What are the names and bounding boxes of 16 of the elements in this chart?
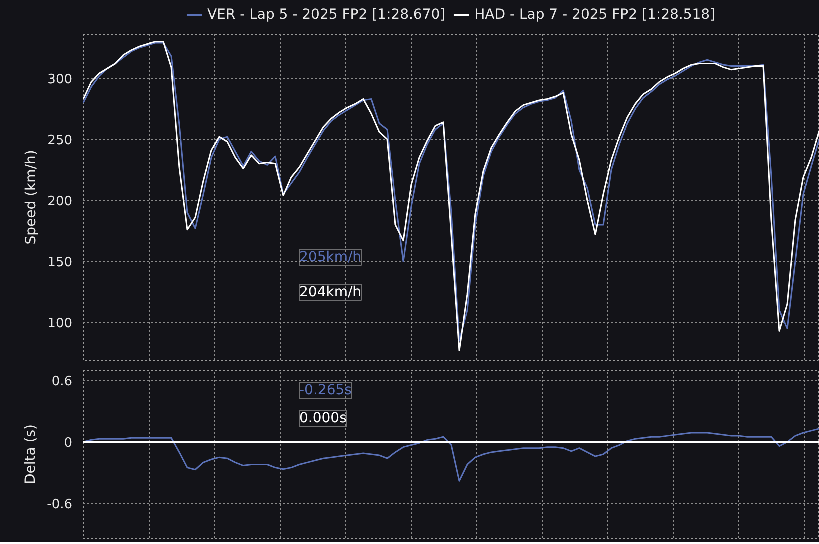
legend-label: VER - Lap 5 - 2025 FP2 [1:28.670] [207, 7, 446, 23]
y-axis-title: Speed (km/h) [24, 150, 40, 245]
legend-label: HAD - Lap 7 - 2025 FP2 [1:28.518] [474, 7, 716, 23]
y-tick-label: 200 [48, 194, 73, 210]
y-tick-label: 100 [48, 316, 73, 332]
y-axis-title: Delta (s) [23, 424, 40, 485]
annotation: 205km/h [300, 250, 362, 266]
annotation: 204km/h [300, 284, 362, 300]
y-tick-label: 0.6 [52, 374, 73, 390]
y-tick-label: 300 [48, 72, 73, 88]
annotation: 0.000s [300, 410, 347, 426]
annotation: -0.265s [300, 382, 352, 398]
y-tick-label: 0 [64, 436, 73, 452]
y-tick-label: 250 [48, 134, 73, 149]
y-tick-label: -0.6 [47, 498, 73, 513]
y-tick-label: 150 [48, 256, 73, 271]
